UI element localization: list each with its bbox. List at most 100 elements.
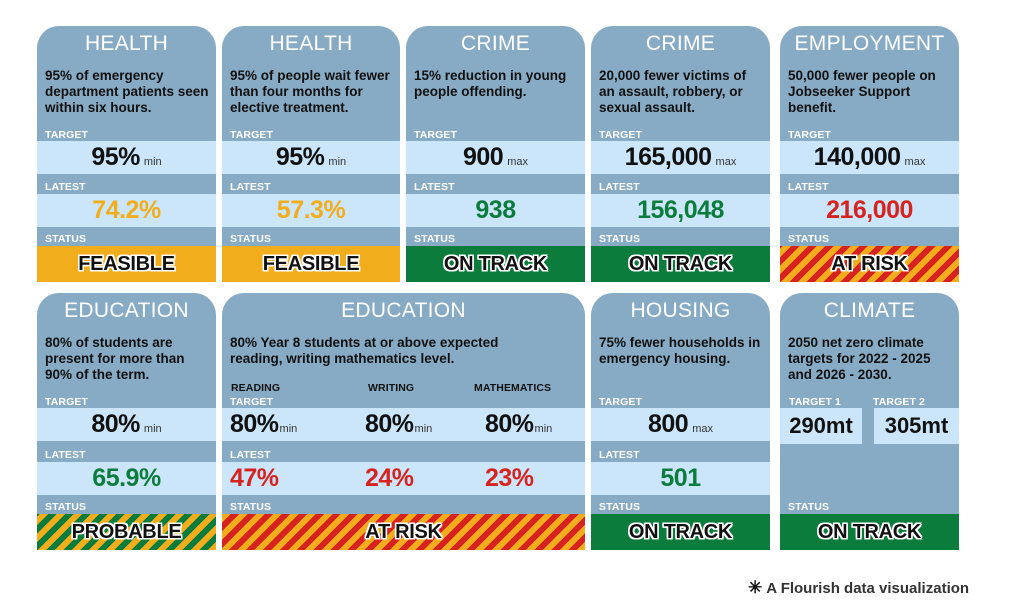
- card-description: 2050 net zero climate targets for 2022 -…: [788, 335, 931, 382]
- target1-label: TARGET 1: [789, 396, 841, 408]
- status-label: STATUS: [230, 501, 272, 513]
- status-badge: AT RISK: [780, 246, 959, 282]
- target-card-education-attendance: EDUCATION 80% of students are present fo…: [37, 293, 216, 550]
- latest-band: 216,000: [780, 194, 959, 227]
- mathematics-target-value: 80%: [485, 410, 534, 438]
- latest-value: 57.3%: [276, 196, 346, 224]
- status-text: AT RISK: [365, 520, 442, 543]
- target1-value: 290mt: [789, 413, 853, 438]
- latest-band: 74.2%: [37, 194, 216, 227]
- status-label: STATUS: [788, 233, 830, 245]
- credit-text: A Flourish data visualization: [766, 579, 970, 597]
- card-description: 15% reduction in young people offending.: [414, 68, 567, 99]
- status-badge: ON TRACK: [591, 514, 770, 550]
- latest-value: 501: [660, 464, 701, 492]
- status-badge: FEASIBLE: [222, 246, 400, 282]
- card-description: 80% of students are present for more tha…: [45, 335, 185, 382]
- target-label: TARGET: [45, 129, 88, 141]
- status-label: STATUS: [788, 501, 830, 513]
- target-label: TARGET: [230, 129, 273, 141]
- card-category: HEALTH: [269, 32, 353, 55]
- card-category: CRIME: [645, 32, 716, 55]
- target-card-employment: EMPLOYMENT 50,000 fewer people on Jobsee…: [780, 26, 959, 282]
- status-text: PROBABLE: [71, 520, 182, 543]
- card-category: EDUCATION: [64, 299, 189, 322]
- target2-value: 305mt: [884, 413, 949, 438]
- target-label: TARGET: [599, 129, 642, 141]
- latest-band: 57.3%: [222, 194, 400, 227]
- target-card-health-elective: HEALTH 95% of people wait fewer than fou…: [222, 26, 400, 282]
- target-unit: min: [328, 155, 347, 168]
- target-card-climate: CLIMATE 2050 net zero climate targets fo…: [780, 293, 959, 550]
- card-description: 50,000 fewer people on Jobseeker Support…: [788, 68, 936, 115]
- status-badge: ON TRACK: [780, 514, 959, 550]
- flourish-credit-link[interactable]: ✳ A Flourish data visualization: [748, 578, 969, 598]
- target-band: 800 max: [591, 408, 770, 441]
- target-card-education-literacy: EDUCATION 80% Year 8 students at or abov…: [222, 293, 585, 550]
- target-unit: max: [692, 422, 713, 435]
- reading-target-unit: min: [279, 422, 298, 435]
- card-category: CLIMATE: [823, 299, 916, 322]
- card-category: EMPLOYMENT: [794, 32, 945, 55]
- latest-value: 938: [475, 196, 516, 224]
- card-description: 95% of emergency department patients see…: [45, 68, 209, 115]
- target-band: 140,000 max: [780, 141, 959, 174]
- status-label: STATUS: [599, 501, 641, 513]
- target-card-crime-youth: CRIME 15% reduction in young people offe…: [406, 26, 585, 282]
- target2-box: 305mt: [874, 408, 959, 444]
- status-text: ON TRACK: [817, 520, 922, 543]
- target-card-housing: HOUSING 75% fewer households in emergenc…: [591, 293, 770, 550]
- status-text: ON TRACK: [628, 520, 733, 543]
- target-value: 165,000: [624, 143, 712, 171]
- target-unit: min: [143, 422, 162, 435]
- status-text: AT RISK: [831, 252, 908, 275]
- target-unit: min: [143, 155, 162, 168]
- status-text: FEASIBLE: [262, 252, 360, 275]
- target-value: 140,000: [813, 143, 901, 171]
- card-description: 20,000 fewer victims of an assault, robb…: [599, 68, 747, 115]
- status-label: STATUS: [230, 233, 272, 245]
- latest-value: 74.2%: [92, 196, 161, 224]
- target1-box: 290mt: [780, 408, 862, 444]
- latest-label: LATEST: [45, 181, 86, 193]
- card-description: 80% Year 8 students at or above expected…: [230, 335, 499, 366]
- latest-band: 938: [406, 194, 585, 227]
- latest-band: 47% 24% 23%: [222, 462, 585, 495]
- target-label: TARGET: [788, 129, 831, 141]
- status-badge: FEASIBLE: [37, 246, 216, 282]
- status-text: ON TRACK: [628, 252, 733, 275]
- latest-label: LATEST: [414, 181, 455, 193]
- target-value: 95%: [91, 143, 140, 171]
- reading-target-value: 80%: [230, 410, 279, 438]
- mathematics-target-unit: min: [534, 422, 553, 435]
- subject-writing-label: WRITING: [368, 382, 415, 394]
- latest-band: 65.9%: [37, 462, 216, 495]
- target-card-health-emergency: HEALTH 95% of emergency department patie…: [37, 26, 216, 282]
- target-value: 900: [463, 143, 504, 171]
- target-band: 95% min: [222, 141, 400, 174]
- target-band: 95% min: [37, 141, 216, 174]
- target-unit: max: [904, 155, 926, 168]
- status-badge: ON TRACK: [591, 246, 770, 282]
- target-band: 80% min: [37, 408, 216, 441]
- target2-label: TARGET 2: [873, 396, 925, 408]
- status-label: STATUS: [45, 501, 87, 513]
- writing-target-unit: min: [414, 422, 433, 435]
- subject-reading-label: READING: [231, 382, 281, 394]
- target-label: TARGET: [414, 129, 457, 141]
- latest-label: LATEST: [230, 181, 271, 193]
- latest-band: 156,048: [591, 194, 770, 227]
- card-description: 75% fewer households in emergency housin…: [599, 335, 761, 366]
- latest-value: 156,048: [637, 196, 724, 224]
- target-label: TARGET: [45, 396, 88, 408]
- latest-label: LATEST: [599, 449, 640, 461]
- target-label: TARGET: [599, 396, 642, 408]
- status-text: ON TRACK: [443, 252, 548, 275]
- writing-latest-value: 24%: [365, 464, 414, 492]
- card-category: EDUCATION: [341, 299, 466, 322]
- target-unit: max: [715, 155, 737, 168]
- status-label: STATUS: [45, 233, 87, 245]
- target-card-crime-victims: CRIME 20,000 fewer victims of an assault…: [591, 26, 770, 282]
- target-band: 80% min 80% min 80% min: [222, 408, 585, 441]
- target-band: 165,000 max: [591, 141, 770, 174]
